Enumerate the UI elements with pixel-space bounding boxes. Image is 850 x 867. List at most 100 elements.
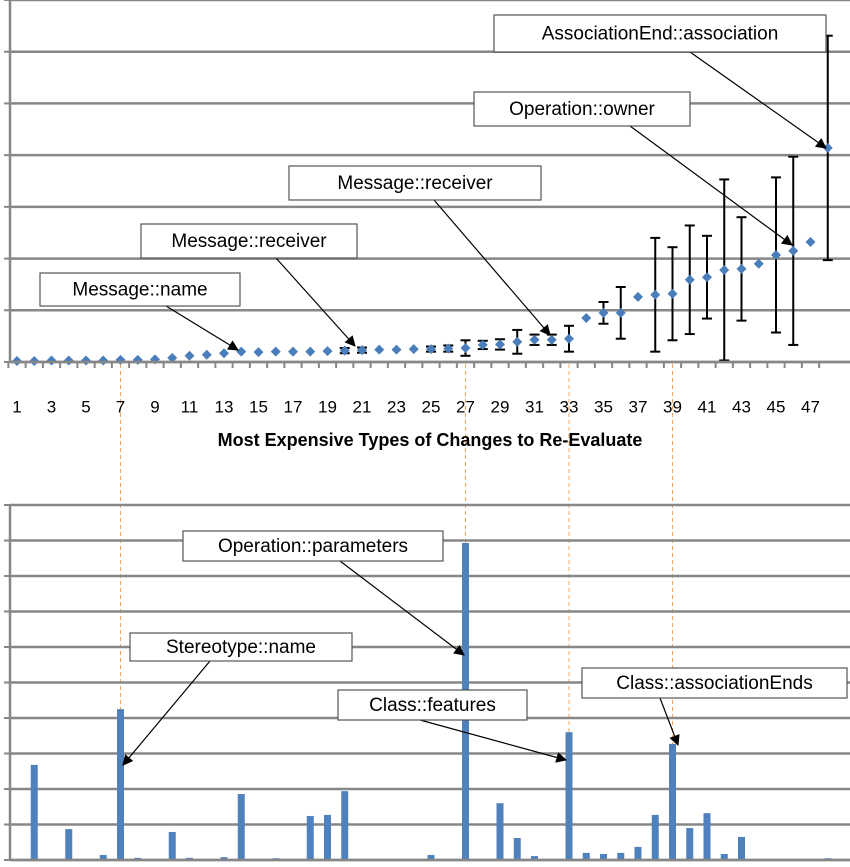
point [771,249,781,260]
x-tick-label: 21 [353,397,372,416]
annotation: AssociationEnd::association [542,24,779,45]
point [702,272,712,283]
point [184,350,195,361]
annotation-arrow [629,125,793,246]
x-tick-label: 5 [81,397,90,416]
point [63,355,74,366]
point [408,344,419,355]
point [288,346,298,357]
bar [65,829,73,860]
point [46,355,57,366]
bar [237,793,245,860]
bar [341,791,349,860]
x-tick-label: 45 [767,397,786,416]
x-tick-label: 29 [491,397,510,416]
bar [117,709,124,860]
x-tick-label: 1 [12,397,21,416]
point [219,348,229,359]
point [132,354,143,365]
bar [565,732,573,860]
point [426,344,436,355]
point [357,345,367,356]
bar [582,852,590,860]
point [115,354,126,365]
bar [513,837,521,860]
bar [686,828,694,860]
point [374,344,385,355]
annotation-arrow [689,51,827,149]
annotation: Operation::parameters [218,536,408,557]
point [719,264,730,275]
point [443,343,454,354]
point [529,334,540,345]
annotation: Class::associationEnds [616,673,812,694]
x-tick-label: 47 [801,397,820,416]
annotation-box [129,632,353,662]
bar [634,846,642,860]
x-tick-label: 7 [116,397,125,416]
bar [617,852,625,860]
point [667,288,678,299]
x-tick-label: 13 [215,397,234,416]
x-tick-label: 11 [181,397,199,416]
annotation-box [473,91,691,127]
point [305,346,316,357]
bar [168,831,176,860]
x-tick-label: 41 [698,397,717,416]
point [391,344,402,355]
x-tick-label: 27 [456,397,475,416]
point [598,307,609,318]
annotation-arrow [419,719,568,763]
point [201,349,212,360]
annotation-box [182,530,444,562]
point [167,352,178,363]
x-axis-label: Most Expensive Types of Changes to Re-Ev… [218,430,643,450]
annotation-box [39,272,241,307]
bar [30,764,38,860]
annotation-arrow [659,697,680,747]
point [788,245,799,256]
x-tick-label: 37 [629,397,648,416]
x-tick-label: 33 [560,397,579,416]
point [81,355,91,366]
x-tick-label: 3 [47,397,56,416]
annotation-box [493,14,827,53]
annotation-arrow [122,660,211,766]
annotation: Message::receiver [171,231,327,252]
bar [306,815,314,860]
x-tick-label: 35 [594,397,613,416]
bar [531,856,538,860]
point [633,291,643,302]
point [460,343,471,354]
annotation: Message::receiver [337,173,493,194]
annotation: Message::name [72,280,207,301]
bar [324,814,331,860]
annotation: Operation::owner [509,99,655,120]
bar [427,855,435,860]
point [753,258,764,269]
point [822,142,833,153]
bar [669,743,676,860]
annotation: Class::features [369,695,496,716]
point [495,339,505,350]
point [650,289,661,300]
x-tick-label: 39 [663,397,682,416]
annotation: Stereotype::name [166,637,316,658]
bar [738,836,745,860]
point [339,345,350,356]
point [322,346,333,357]
point [253,347,264,358]
point [581,313,592,324]
bar [651,814,659,860]
x-tick-label: 43 [732,397,751,416]
x-tick-label: 25 [422,397,441,416]
point [684,274,695,285]
bar [600,853,607,860]
bar [703,813,711,860]
annotation-box [581,667,848,699]
bar [99,855,107,860]
annotation-box [140,223,358,259]
annotation-box [288,165,542,201]
point [98,355,109,366]
